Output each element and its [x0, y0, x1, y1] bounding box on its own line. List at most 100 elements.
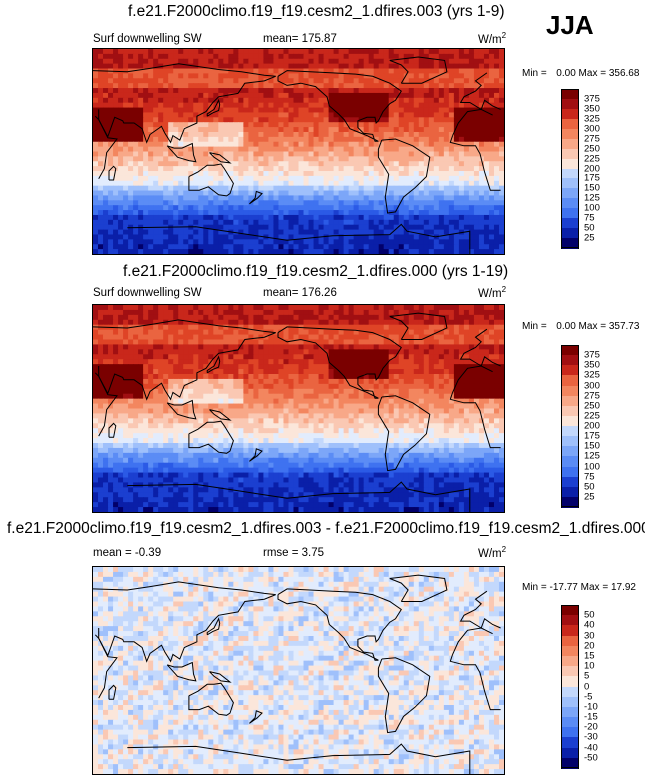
panel2-min-label: Min = [522, 321, 547, 332]
colorbar-tick-label: 40 [584, 619, 595, 631]
colorbar-swatch [561, 605, 579, 616]
colorbar-tick-label: 250 [584, 143, 600, 155]
coastline-path [166, 399, 197, 420]
coastline-path [449, 654, 501, 711]
colorbar-swatch [561, 757, 579, 769]
colorbar-swatch [561, 208, 579, 219]
coastline-path [249, 190, 263, 205]
colorbar-tick-label: -30 [584, 731, 598, 743]
coastline-path [452, 627, 493, 655]
panel1-min-label: Min = [522, 68, 547, 79]
coastline-path [93, 581, 276, 663]
field-cells [93, 49, 504, 254]
colorbar-tick-label: 25 [584, 491, 595, 503]
colorbar-swatch [561, 486, 579, 498]
colorbar-tick-label: 350 [584, 359, 600, 371]
colorbar-swatch [561, 198, 579, 209]
colorbar-tick-label: 75 [584, 212, 595, 224]
coastlines [93, 312, 501, 512]
panel2-min-value: 0.00 [556, 321, 576, 332]
colorbar-swatch [561, 426, 579, 437]
colorbar-tick-label: 125 [584, 192, 600, 204]
panel2-units: W/m2 [478, 285, 507, 300]
colorbar-tick-label: 30 [584, 630, 595, 642]
colorbar-swatch [561, 476, 579, 488]
panel2-title: f.e21.F2000climo.f19_f19.cesm2_1.dfires.… [123, 263, 509, 280]
colorbar-tick-label: 175 [584, 172, 600, 184]
colorbar-tick-label: 150 [584, 440, 600, 452]
coastline-path [209, 671, 232, 683]
colorbar-tick-label: 50 [584, 222, 595, 234]
colorbar-swatch [561, 98, 579, 110]
panel3-title: f.e21.F2000climo.f19_f19.cesm2_1.dfires.… [7, 520, 645, 537]
colorbar-swatch [561, 666, 579, 677]
panel3-colorbar: 50 40 30 20 15 10 5 0 -5 -10 -15 -20 -30 -40 -50 [561, 605, 598, 769]
panel2-max-value: 357.73 [608, 321, 640, 332]
panel3-units: W/m2 [478, 545, 507, 560]
colorbar-tick-label: 375 [584, 93, 600, 105]
colorbar-swatch [561, 655, 579, 667]
colorbar-tick-label: 50 [584, 609, 595, 621]
colorbar-tick-label: 20 [584, 640, 595, 652]
coastline-path [188, 420, 234, 454]
panel3-max-label: Max = [580, 582, 609, 593]
colorbar-tick-label: 325 [584, 113, 600, 125]
colorbar-tick-label: -40 [584, 742, 598, 754]
colorbar-tick-label: 250 [584, 400, 600, 412]
coastline-path [449, 392, 501, 449]
colorbar-swatch [561, 625, 579, 637]
colorbar-swatch [561, 737, 579, 749]
coastline-path [459, 328, 488, 367]
colorbar-tick-label: -5 [584, 691, 593, 703]
colorbar-tick-label: 200 [584, 163, 600, 174]
colorbar-tick-label: 100 [584, 202, 600, 214]
coastline-path [459, 590, 488, 629]
coastline-path [377, 138, 431, 214]
panel1-map [92, 48, 505, 255]
panel1-min-value: 0.00 [556, 68, 576, 79]
panel2-max-label: Max = [578, 321, 607, 332]
colorbar-swatch [561, 645, 579, 657]
coastline-path [166, 142, 197, 163]
panel3-rmse-label: rmse = 3.75 [263, 547, 325, 559]
panel2-mean-label: mean= 176.26 [263, 287, 337, 299]
panel1-minmax: Min = 0.00 Max = 356.68 [522, 68, 639, 79]
coastline-path [127, 223, 471, 254]
coastline-path [93, 63, 276, 144]
coastline-path [277, 326, 402, 399]
coastline-path [209, 409, 232, 421]
panel1-variable-label: Surf downwelling SW [93, 33, 202, 45]
colorbar-swatch [561, 148, 579, 160]
colorbar-swatch [561, 415, 579, 427]
colorbar-tick-label: 150 [584, 182, 600, 194]
coastline-path [389, 56, 448, 84]
colorbar-tick-label: 5 [584, 670, 590, 682]
coastline-path [452, 365, 493, 393]
coastline-path [389, 574, 448, 602]
colorbar-tick-label: 175 [584, 430, 600, 442]
coastline-path [108, 165, 117, 181]
panel1-max-label: Max = [578, 68, 607, 79]
coastline-path [209, 152, 232, 164]
colorbar-swatch [561, 118, 579, 130]
panel1-colorbar: 375 350 325 300 275 250 225 200 175 150 125 100 75 50… [561, 89, 600, 249]
coastline-path [377, 657, 431, 734]
panel2-minmax: Min = 0.00 Max = 357.73 [522, 321, 639, 332]
colorbar-swatch [561, 466, 579, 478]
colorbar-swatch [561, 706, 579, 718]
panel1-units: W/m2 [478, 31, 507, 46]
panel3-map [92, 566, 505, 775]
field-cells [93, 305, 504, 512]
coastline-path [127, 743, 471, 774]
colorbar-swatch [561, 727, 579, 738]
colorbar-swatch [561, 405, 579, 417]
panel3-minmax: Min = -17.77 Max = 17.92 [522, 582, 636, 593]
map-svg [93, 305, 504, 512]
coastlines [93, 574, 501, 774]
colorbar-tick-label: 325 [584, 369, 600, 381]
colorbar-tick-label: -15 [584, 711, 598, 723]
coastline-path [249, 710, 263, 724]
coastline-path [480, 356, 501, 367]
colorbar-swatch [561, 158, 579, 169]
colorbar-swatch [561, 496, 579, 508]
